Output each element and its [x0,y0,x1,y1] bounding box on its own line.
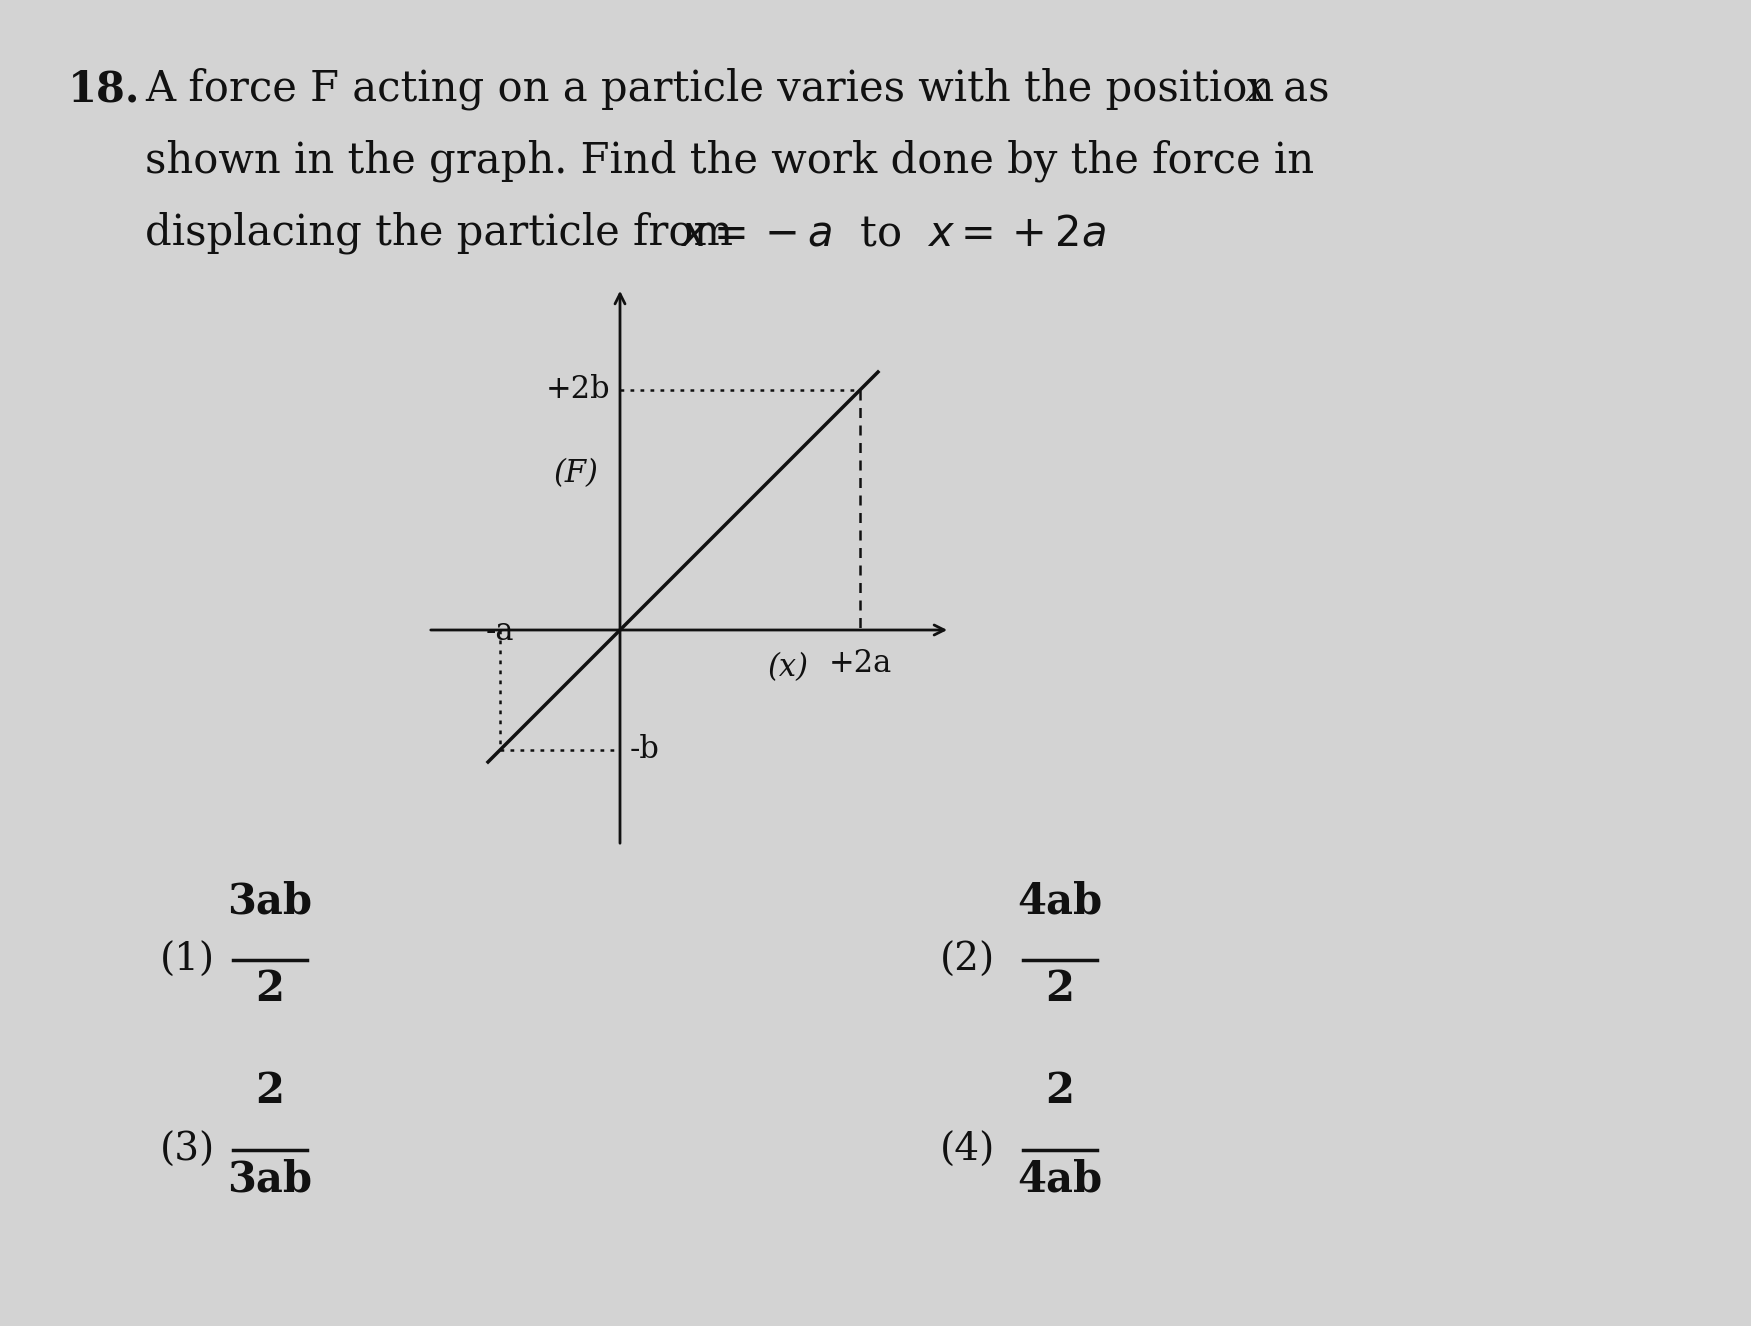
Text: (1): (1) [159,941,215,979]
Text: as: as [1269,68,1329,110]
Text: 4ab: 4ab [1017,880,1103,922]
Text: (2): (2) [940,941,995,979]
Text: 4ab: 4ab [1017,1158,1103,1200]
Text: (F): (F) [553,459,599,489]
Text: $x = -a$  to  $x = +2a$: $x = -a$ to $x = +2a$ [679,212,1107,255]
Text: 2: 2 [1045,1070,1075,1113]
Text: (x): (x) [767,651,809,683]
Text: +2b: +2b [546,374,611,406]
Text: +2a: +2a [828,648,891,679]
Text: 2: 2 [1045,968,1075,1010]
Text: -a: -a [485,615,515,647]
Text: x: x [1245,68,1268,110]
Text: 3ab: 3ab [228,880,312,922]
Text: 3ab: 3ab [228,1158,312,1200]
Text: (4): (4) [940,1131,995,1168]
Text: 2: 2 [256,1070,284,1113]
Text: displacing the particle from: displacing the particle from [145,212,746,255]
Text: -b: -b [630,735,660,765]
Text: (3): (3) [159,1131,215,1168]
Text: 2: 2 [256,968,284,1010]
Text: shown in the graph. Find the work done by the force in: shown in the graph. Find the work done b… [145,141,1313,183]
Text: A force F acting on a particle varies with the position: A force F acting on a particle varies wi… [145,68,1287,110]
Text: 18.: 18. [68,68,140,110]
